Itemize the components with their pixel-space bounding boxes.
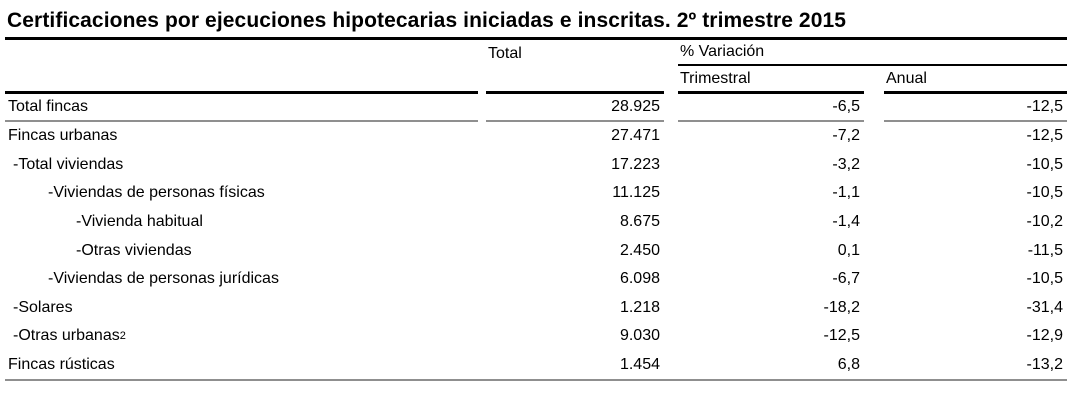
- header-spacer: [5, 40, 478, 66]
- total-value: 9.030: [619, 327, 660, 345]
- anual-value: -10,5: [1026, 155, 1063, 173]
- table-row: -Otras viviendas 2.450 0,1 -11,5: [5, 236, 1067, 265]
- total-value: 1.454: [619, 356, 660, 374]
- trimestral-value: 6,8: [837, 356, 860, 374]
- total-value: 17.223: [611, 155, 660, 173]
- table-row: -Viviendas de personas jurídicas 6.098 -…: [5, 265, 1067, 294]
- table-row: Total fincas 28.925 -6,5 -12,5: [5, 94, 1067, 122]
- mortgage-certifications-table: Total % Variación Trimestral Anual Total…: [5, 40, 1067, 382]
- trimestral-value: -6,5: [678, 94, 864, 122]
- row-label: -Vivienda habitual: [76, 213, 203, 231]
- anual-value: -12,5: [884, 94, 1067, 122]
- total-value: 8.675: [619, 213, 660, 231]
- trimestral-value: -7,2: [832, 127, 860, 145]
- header-spacer: [5, 66, 478, 94]
- table-bottom-rule: [5, 379, 1067, 382]
- table-row: -Total viviendas 17.223 -3,2 -10,5: [5, 151, 1067, 180]
- total-value: 27.471: [611, 127, 660, 145]
- anual-value: -12,9: [1026, 327, 1063, 345]
- row-label: -Otras urbanas 2: [13, 327, 126, 345]
- table-row: -Vivienda habitual 8.675 -1,4 -10,2: [5, 208, 1067, 237]
- trimestral-value: -3,2: [832, 155, 860, 173]
- table-row: -Viviendas de personas físicas 11.125 -1…: [5, 179, 1067, 208]
- anual-value: -10,5: [1026, 184, 1063, 202]
- row-label: -Viviendas de personas físicas: [48, 184, 265, 202]
- table-header-row-1: Total % Variación: [5, 40, 1067, 66]
- table-header-row-2: Trimestral Anual: [5, 66, 1067, 94]
- total-value: 2.450: [619, 241, 660, 259]
- trimestral-value: 0,1: [837, 241, 860, 259]
- report-page: Certificaciones por ejecuciones hipoteca…: [5, 0, 1067, 382]
- anual-value: -13,2: [1026, 356, 1063, 374]
- total-value: 28.925: [486, 94, 664, 122]
- row-label: -Solares: [13, 298, 73, 316]
- total-value: 11.125: [612, 184, 660, 202]
- anual-value: -31,4: [1026, 298, 1063, 316]
- col-header-variacion-group: % Variación: [678, 40, 1067, 66]
- table-row: -Otras urbanas 2 9.030 -12,5 -12,9: [5, 322, 1067, 351]
- total-value: 1.218: [619, 298, 660, 316]
- trimestral-value: -6,7: [832, 270, 860, 288]
- row-label: Fincas urbanas: [8, 127, 118, 145]
- page-title: Certificaciones por ejecuciones hipoteca…: [7, 9, 847, 32]
- row-label: -Total viviendas: [13, 155, 124, 173]
- row-label: -Viviendas de personas jurídicas: [48, 270, 279, 288]
- row-label: Fincas rústicas: [8, 356, 115, 374]
- row-label: Total fincas: [5, 94, 478, 122]
- row-label: -Otras viviendas: [76, 241, 192, 259]
- anual-value: -10,5: [1026, 270, 1063, 288]
- anual-value: -11,5: [1027, 241, 1063, 259]
- col-header-trimestral: Trimestral: [678, 66, 864, 94]
- row-label-text: -Otras urbanas: [13, 327, 120, 345]
- table-row: Fincas rústicas 1.454 6,8 -13,2: [5, 351, 1067, 380]
- col-header-anual: Anual: [884, 66, 1067, 94]
- anual-value: -12,5: [1026, 127, 1063, 145]
- header-spacer: [486, 66, 664, 94]
- trimestral-value: -1,4: [832, 213, 860, 231]
- total-value: 6.098: [619, 270, 660, 288]
- anual-value: -10,2: [1026, 213, 1063, 231]
- table-row: -Solares 1.218 -18,2 -31,4: [5, 294, 1067, 323]
- trimestral-value: -18,2: [823, 298, 860, 316]
- col-header-total: Total: [488, 45, 522, 62]
- trimestral-value: -1,1: [832, 184, 860, 202]
- table-row: Fincas urbanas 27.471 -7,2 -12,5: [5, 122, 1067, 151]
- title-rule: [5, 37, 1067, 40]
- trimestral-value: -12,5: [823, 327, 860, 345]
